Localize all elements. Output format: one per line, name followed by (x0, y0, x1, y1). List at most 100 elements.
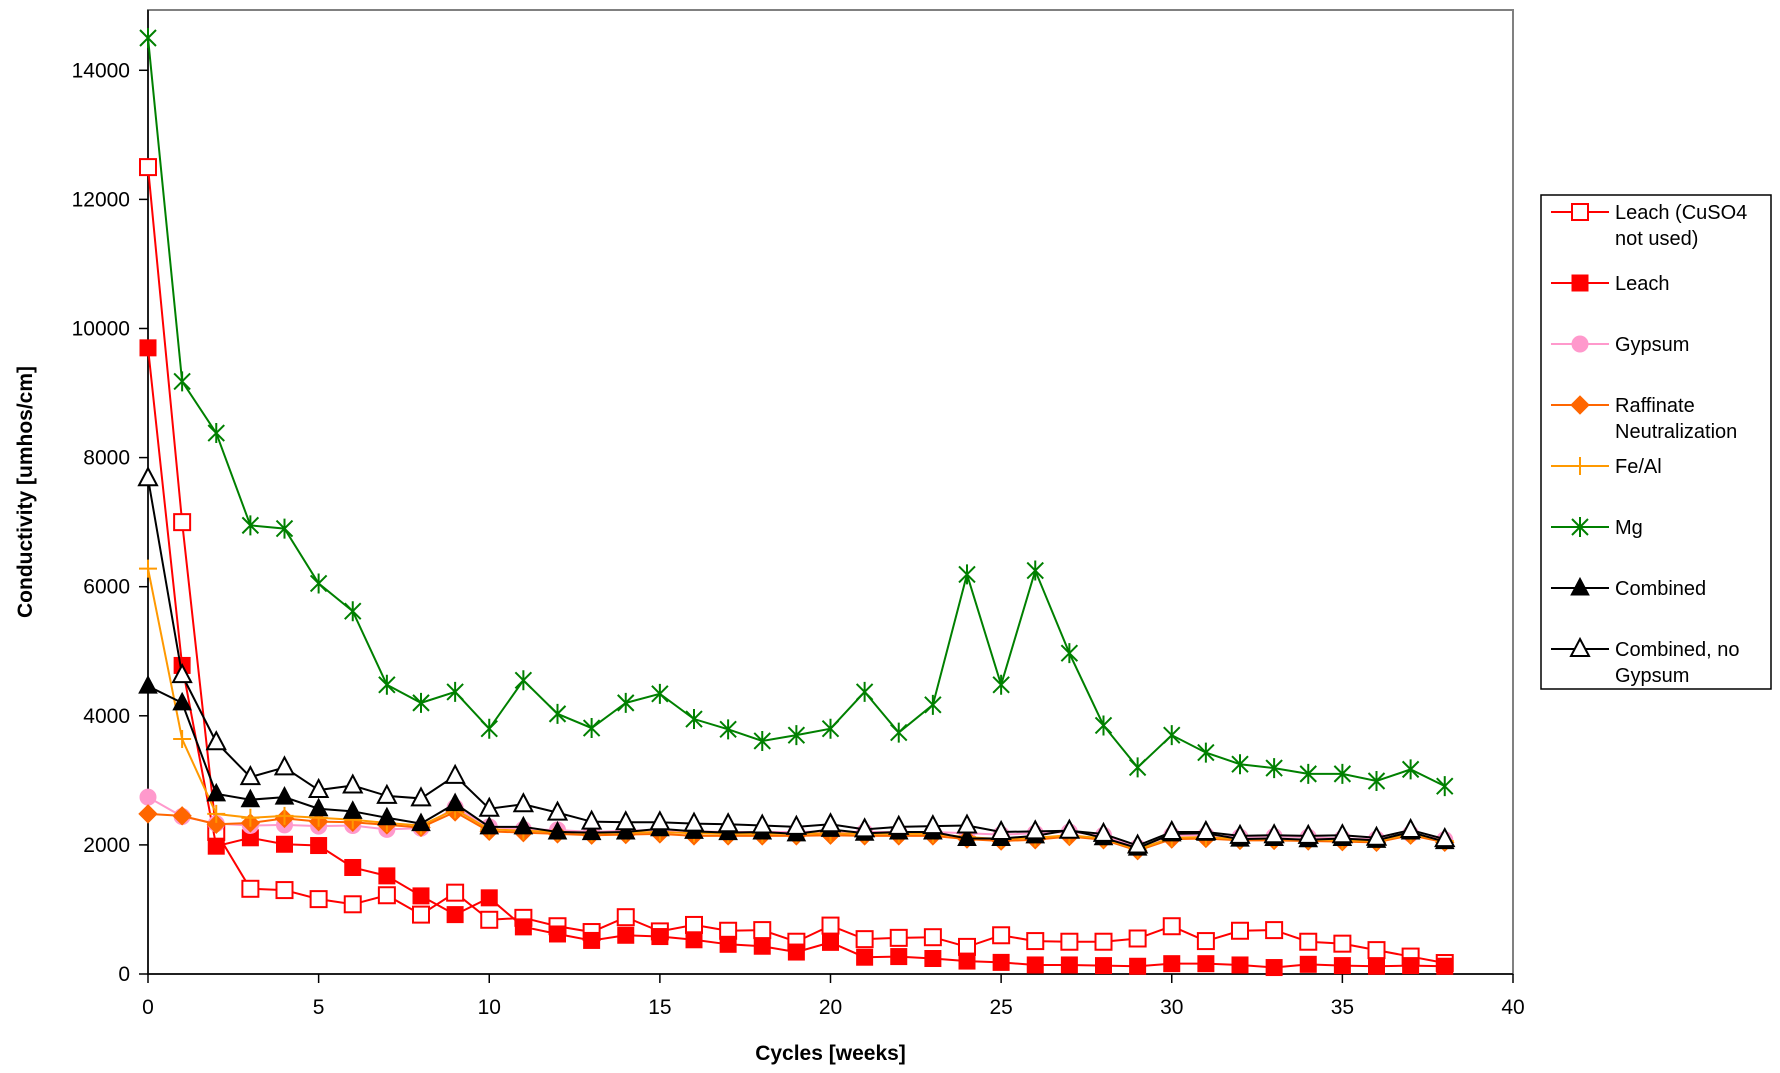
data-point (615, 820, 636, 840)
data-point (581, 821, 602, 841)
legend-entry: Combined, no Gypsum (1551, 636, 1740, 687)
data-point (239, 764, 262, 786)
data-point (1333, 957, 1351, 975)
legend-swatch-marker (1569, 636, 1591, 657)
data-point (855, 930, 874, 949)
data-point (138, 804, 158, 824)
data-point (719, 935, 737, 953)
data-point (139, 339, 157, 357)
x-tick-label: 40 (1501, 996, 1524, 1019)
data-point (173, 730, 192, 749)
data-point (205, 730, 227, 751)
data-point (137, 466, 159, 487)
data-point (1265, 921, 1284, 940)
data-point (309, 573, 328, 594)
data-point (992, 926, 1011, 945)
data-point (1026, 956, 1044, 974)
data-point (683, 811, 705, 832)
y-tick-label: 0 (118, 963, 130, 986)
legend-swatch-marker (1570, 576, 1590, 596)
data-point (1094, 715, 1113, 736)
series-5 (139, 28, 1454, 797)
y-tick-label: 2000 (83, 834, 130, 857)
data-point (958, 952, 976, 970)
y-tick-label: 14000 (72, 59, 130, 82)
data-point (888, 814, 910, 835)
data-point (512, 792, 535, 813)
data-point (1402, 957, 1420, 975)
data-point (751, 813, 773, 834)
data-point (1058, 818, 1081, 839)
data-point (207, 804, 226, 823)
data-point (753, 937, 771, 955)
y-tick-label: 8000 (83, 447, 130, 470)
data-point (822, 933, 839, 951)
data-point (307, 777, 330, 799)
data-point (444, 763, 466, 784)
data-point (819, 812, 842, 833)
data-point (1436, 776, 1454, 797)
data-point (241, 515, 260, 536)
data-point (1162, 917, 1181, 936)
data-point (344, 601, 362, 622)
data-point (547, 820, 568, 840)
data-point (446, 906, 464, 924)
legend-label: Gypsum (1615, 665, 1689, 687)
data-point (753, 921, 772, 940)
data-point (1026, 560, 1044, 581)
legend-label: Gypsum (1615, 334, 1689, 356)
data-point (651, 928, 669, 946)
data-point (821, 718, 840, 739)
data-point (615, 810, 637, 831)
data-point (616, 908, 635, 927)
data-point (1095, 957, 1112, 975)
data-point (855, 681, 874, 702)
data-point (1163, 955, 1181, 973)
data-point (1368, 957, 1385, 975)
data-point (992, 953, 1010, 971)
data-point (890, 948, 908, 966)
legend-swatch-marker (1570, 395, 1590, 415)
data-point (1197, 955, 1215, 973)
legend-label: Leach (1615, 273, 1670, 295)
data-point (1197, 742, 1215, 763)
data-point (582, 718, 601, 739)
data-point (376, 783, 398, 804)
data-point (1401, 759, 1420, 780)
data-point (273, 755, 296, 776)
y-tick-label: 6000 (83, 576, 130, 599)
data-point (1094, 932, 1113, 951)
data-point (480, 910, 499, 929)
data-point (1299, 955, 1317, 973)
series-1 (139, 339, 1454, 977)
data-point (649, 810, 671, 831)
data-point (479, 815, 500, 835)
legend-swatch-marker (1571, 457, 1589, 475)
y-tick-label: 10000 (72, 317, 130, 340)
data-point (856, 948, 874, 966)
data-point (1196, 932, 1215, 951)
legend: Leach (CuSO4 not used) Leach Gypsum Raffinat… (1540, 194, 1772, 690)
data-point (480, 889, 498, 907)
data-point (276, 835, 293, 853)
legend-label: Leach (CuSO4 (1615, 202, 1747, 224)
data-point (889, 928, 908, 947)
data-point (1229, 823, 1251, 844)
data-point (580, 809, 603, 830)
data-point (992, 674, 1010, 695)
data-point (344, 858, 362, 876)
series-7 (137, 466, 1456, 854)
data-point (924, 694, 942, 715)
data-point (1297, 823, 1319, 844)
data-point (549, 925, 566, 943)
data-point (241, 808, 260, 827)
data-point (583, 931, 601, 949)
data-point (958, 564, 976, 585)
data-point (685, 709, 703, 730)
y-tick-label: 4000 (83, 705, 130, 728)
data-point (546, 800, 569, 821)
data-point (377, 806, 397, 826)
data-point (139, 28, 157, 48)
